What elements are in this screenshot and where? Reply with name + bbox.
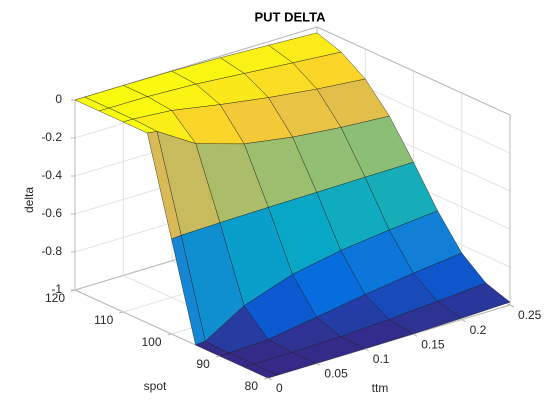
axis-box-edge <box>316 26 511 116</box>
z-tick-label: 0 <box>55 92 62 106</box>
y-axis-label: spot <box>144 379 167 393</box>
y-tick-label: 90 <box>196 357 210 371</box>
y-tick <box>215 355 220 358</box>
y-tick-label: 110 <box>94 313 113 327</box>
z-axis-label: delta <box>22 187 36 213</box>
x-tick-label: 0.1 <box>373 352 390 366</box>
x-axis-label: ttm <box>372 381 389 395</box>
x-tick-label: 0 <box>276 381 283 395</box>
y-tick <box>119 311 124 314</box>
x-tick-label: 0.25 <box>518 308 542 322</box>
x-tick <box>316 362 321 366</box>
z-tick-label: -0.2 <box>41 130 62 144</box>
x-tick <box>267 377 273 381</box>
y-tick-label: 100 <box>141 335 161 349</box>
y-tick-label: 120 <box>45 291 65 305</box>
z-tick-label: -0.4 <box>41 168 62 182</box>
y-tick <box>167 333 172 336</box>
surface-face <box>243 363 279 379</box>
z-tick-label: -0.8 <box>41 244 62 258</box>
z-tick-label: -1 <box>51 282 62 296</box>
x-tick-label: 0.15 <box>421 337 445 351</box>
y-tick <box>263 377 269 380</box>
x-tick <box>509 304 515 308</box>
x-tick <box>364 348 370 352</box>
x-tick <box>461 319 466 323</box>
z-tick-label: -0.6 <box>41 206 62 220</box>
x-tick <box>412 333 418 337</box>
x-tick-label: 0.05 <box>324 367 348 381</box>
x-tick-label: 0.2 <box>470 323 487 337</box>
chart-title: PUT DELTA <box>254 9 326 24</box>
y-tick-label: 80 <box>245 379 259 393</box>
